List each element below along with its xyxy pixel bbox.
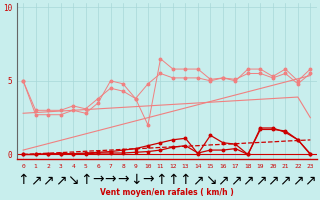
X-axis label: Vent moyen/en rafales ( km/h ): Vent moyen/en rafales ( km/h ) <box>100 188 234 197</box>
